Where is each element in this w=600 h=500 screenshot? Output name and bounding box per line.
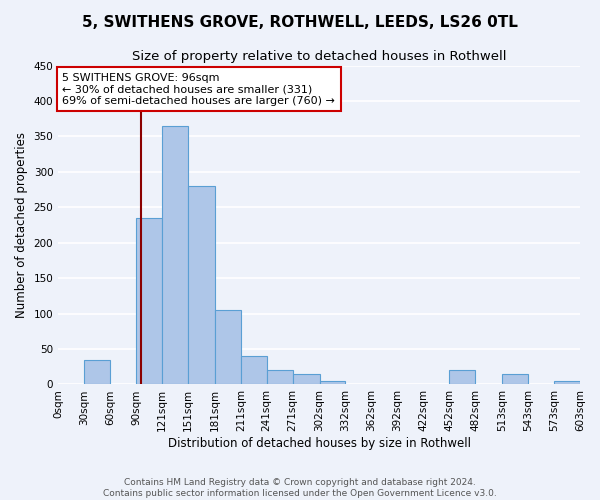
Bar: [188, 186, 215, 384]
Bar: [84, 360, 110, 384]
X-axis label: Distribution of detached houses by size in Rothwell: Distribution of detached houses by size …: [167, 437, 470, 450]
Bar: [449, 370, 475, 384]
Bar: [502, 374, 528, 384]
Text: Contains HM Land Registry data © Crown copyright and database right 2024.
Contai: Contains HM Land Registry data © Crown c…: [103, 478, 497, 498]
Bar: [215, 310, 241, 384]
Y-axis label: Number of detached properties: Number of detached properties: [15, 132, 28, 318]
Bar: [554, 381, 580, 384]
Text: 5, SWITHENS GROVE, ROTHWELL, LEEDS, LS26 0TL: 5, SWITHENS GROVE, ROTHWELL, LEEDS, LS26…: [82, 15, 518, 30]
Bar: [267, 370, 293, 384]
Text: 5 SWITHENS GROVE: 96sqm
← 30% of detached houses are smaller (331)
69% of semi-d: 5 SWITHENS GROVE: 96sqm ← 30% of detache…: [62, 72, 335, 106]
Bar: [136, 218, 162, 384]
Bar: [293, 374, 320, 384]
Bar: [162, 126, 188, 384]
Bar: [320, 381, 346, 384]
Title: Size of property relative to detached houses in Rothwell: Size of property relative to detached ho…: [132, 50, 506, 63]
Bar: [241, 356, 267, 384]
